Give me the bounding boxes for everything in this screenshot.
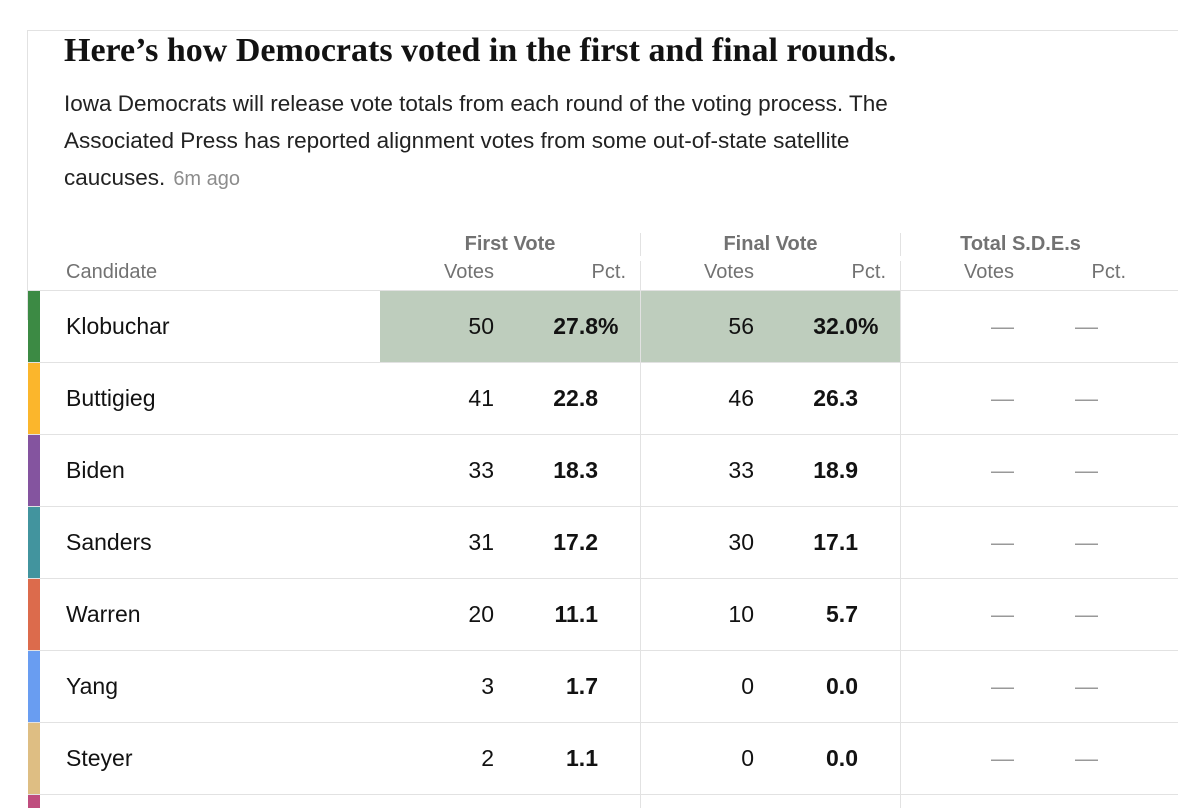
candidate-color-bar	[28, 651, 40, 722]
first-vote-pct	[500, 795, 640, 808]
final-vote-pct: 0.0	[826, 745, 858, 771]
first-vote-pct: 1.7	[566, 673, 598, 699]
sde-votes: —	[900, 579, 1020, 650]
final-vote-pct	[760, 795, 900, 808]
final-vote-pct: 32.0%	[760, 291, 900, 362]
subtitle-line: Iowa Democrats will release vote totals …	[64, 91, 888, 116]
timestamp: 6m ago	[173, 168, 241, 190]
column-header-final-pct: Pct.	[851, 261, 886, 283]
first-vote-pct: 18.3	[553, 457, 598, 483]
sde-votes: —	[900, 651, 1020, 722]
table-row: Steyer 2 1.1 0 0.0 — —	[28, 723, 1178, 795]
group-header-final-vote: Final Vote	[640, 233, 900, 256]
results-table: First Vote Final Vote Total S.D.E.s Cand…	[28, 226, 1178, 808]
final-vote-votes: 33	[640, 435, 760, 506]
final-vote-votes: 46	[640, 363, 760, 434]
sde-votes	[900, 795, 1020, 808]
subtitle-line-last: caucuses. 6m ago	[64, 159, 1178, 198]
candidate-name	[40, 795, 380, 808]
candidate-color-bar	[28, 723, 40, 794]
results-page: Here’s how Democrats voted in the first …	[0, 30, 1178, 808]
final-vote-pct: 26.3	[813, 385, 858, 411]
group-header-total-sdes: Total S.D.E.s	[900, 233, 1140, 256]
first-vote-votes: 2	[481, 745, 494, 771]
first-vote-votes	[380, 795, 500, 808]
left-timeline-rule	[27, 30, 28, 320]
column-header-sde-pct: Pct.	[1091, 261, 1126, 283]
sde-votes: —	[900, 723, 1020, 794]
table-row	[28, 795, 1178, 808]
first-vote-pct: 22.8	[553, 385, 598, 411]
column-header-final-votes: Votes	[640, 261, 760, 290]
sde-pct: —	[1075, 673, 1098, 699]
top-divider	[28, 30, 1178, 31]
candidate-name: Steyer	[66, 745, 133, 771]
final-vote-votes: 30	[640, 507, 760, 578]
final-vote-pct: 17.1	[813, 529, 858, 555]
first-vote-votes: 41	[468, 385, 494, 411]
sde-votes: —	[900, 291, 1020, 362]
sde-pct: —	[1075, 385, 1098, 411]
first-vote-pct: 1.1	[566, 745, 598, 771]
candidate-name: Biden	[66, 457, 125, 483]
first-vote-votes: 33	[468, 457, 494, 483]
candidate-name: Klobuchar	[66, 313, 170, 339]
subtitle-line: Associated Press has reported alignment …	[64, 128, 850, 153]
table-body: Klobuchar 50 27.8% 56 32.0% — — Buttigie…	[28, 291, 1178, 808]
candidate-color-bar	[28, 435, 40, 506]
candidate-color-bar	[28, 795, 40, 808]
final-vote-votes: 10	[640, 579, 760, 650]
first-vote-pct: 27.8%	[500, 291, 640, 362]
sde-votes: —	[900, 507, 1020, 578]
table-header: First Vote Final Vote Total S.D.E.s Cand…	[28, 226, 1178, 291]
final-vote-pct: 0.0	[826, 673, 858, 699]
group-header-first-vote: First Vote	[464, 233, 556, 255]
candidate-name: Buttigieg	[66, 385, 156, 411]
sde-votes: —	[900, 363, 1020, 434]
column-header-sde-votes: Votes	[900, 261, 1020, 290]
sde-pct	[1020, 795, 1140, 808]
sde-pct: —	[1075, 313, 1098, 339]
first-vote-votes: 31	[468, 529, 494, 555]
table-row: Klobuchar 50 27.8% 56 32.0% — —	[28, 291, 1178, 363]
page-title: Here’s how Democrats voted in the first …	[64, 32, 897, 69]
sde-pct: —	[1075, 529, 1098, 555]
final-vote-pct: 5.7	[826, 601, 858, 627]
first-vote-votes: 20	[468, 601, 494, 627]
table-row: Sanders 31 17.2 30 17.1 — —	[28, 507, 1178, 579]
first-vote-votes: 50	[380, 291, 500, 362]
first-vote-pct: 17.2	[553, 529, 598, 555]
candidate-color-bar	[28, 291, 40, 362]
table-row: Biden 33 18.3 33 18.9 — —	[28, 435, 1178, 507]
subtitle-line: caucuses.	[64, 165, 166, 190]
candidate-name: Sanders	[66, 529, 152, 555]
sde-votes: —	[900, 435, 1020, 506]
table-row: Buttigieg 41 22.8 46 26.3 — —	[28, 363, 1178, 435]
candidate-name: Warren	[66, 601, 141, 627]
candidate-color-bar	[28, 363, 40, 434]
page-subtitle: Iowa Democrats will release vote totals …	[64, 85, 1178, 198]
sde-pct: —	[1075, 601, 1098, 627]
first-vote-pct: 11.1	[554, 601, 599, 627]
final-vote-votes	[640, 795, 760, 808]
sde-pct: —	[1075, 457, 1098, 483]
candidate-name: Yang	[66, 673, 119, 699]
candidate-color-bar	[28, 579, 40, 650]
table-row: Yang 3 1.7 0 0.0 — —	[28, 651, 1178, 723]
final-vote-votes: 0	[640, 651, 760, 722]
final-vote-votes: 56	[640, 291, 760, 362]
first-vote-votes: 3	[481, 673, 494, 699]
candidate-color-bar	[28, 507, 40, 578]
sde-pct: —	[1075, 745, 1098, 771]
final-vote-pct: 18.9	[813, 457, 858, 483]
table-row: Warren 20 11.1 10 5.7 — —	[28, 579, 1178, 651]
final-vote-votes: 0	[640, 723, 760, 794]
column-header-first-votes: Votes	[443, 261, 494, 283]
column-header-first-pct: Pct.	[591, 261, 626, 283]
column-header-candidate: Candidate	[66, 261, 158, 283]
